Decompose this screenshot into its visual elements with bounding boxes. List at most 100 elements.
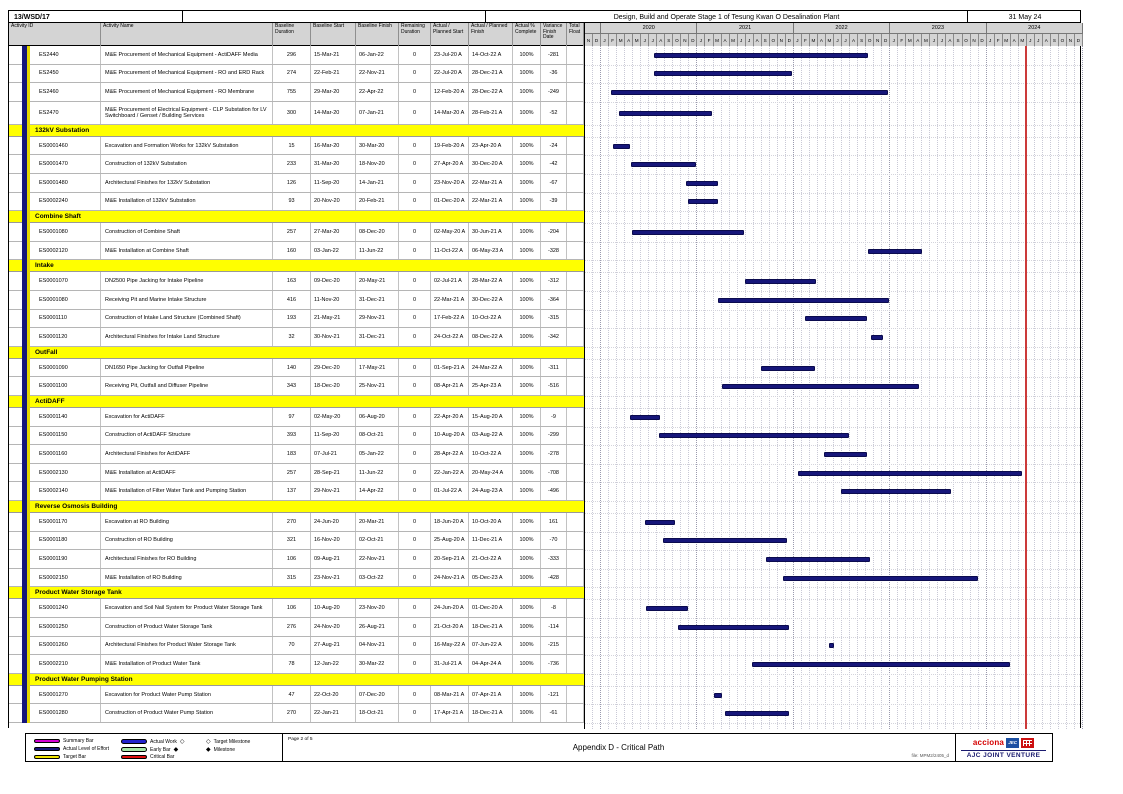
cell-bl_dur: 193 [273,309,311,328]
month-label: J [890,34,899,46]
cell-id: ES0001110 [9,309,101,328]
cell-variance: -70 [541,531,567,550]
gantt-bar-ES0002150 [782,575,979,581]
activity-row: ES0002140 M&E Installation of Filter Wate… [9,482,584,501]
row-gridline [584,155,1082,157]
legend-item: Actual Work ◇ [121,738,185,745]
section-row: Product Water Storage Tank [9,587,584,600]
cell-id: ES2440 [9,46,101,64]
cell-bl_start: 10-Aug-20 [311,599,356,617]
gantt-bar-ES0001480 [686,180,718,186]
gantt-bar-ES0002130 [798,470,1023,476]
row-gridline [584,463,1082,465]
cell-bl_dur: 106 [273,550,311,568]
cell-bl_start: 23-Nov-21 [311,568,356,587]
joint-venture-name: AJC JOINT VENTURE [961,750,1046,759]
month-label: N [777,34,786,46]
cell-bl_dur: 97 [273,408,311,426]
month-label: N [970,34,979,46]
cell-act_start: 18-Jun-20 A [431,513,469,531]
cell-bl_finish: 20-Mar-21 [356,513,399,531]
cell-total_float [567,377,584,395]
cell-id: ES0002240 [9,192,101,211]
month-gridline [929,46,931,729]
gantt-bar-ES0001140 [629,414,660,420]
cell-rem_dur: 0 [399,291,431,309]
cell-act_start: 01-Sep-21 A [431,358,469,377]
cell-act_start: 01-Dec-20 A [431,192,469,211]
cell-act_finish: 10-Oct-20 A [469,513,513,531]
cell-act_start: 11-Oct-22 A [431,241,469,260]
year-label [585,23,602,34]
activity-row: ES0001100 Receiving Pit, Outfall and Diff… [9,377,584,396]
cell-bl_finish: 20-May-21 [356,272,399,290]
cell-bl_start: 09-Aug-21 [311,550,356,568]
cell-total_float [567,241,584,260]
month-label: J [641,34,650,46]
cell-pct: 100% [513,377,541,395]
row-gridline [584,223,1082,225]
row-gridline [584,501,1082,502]
cell-total_float [567,482,584,500]
cell-bl_finish: 18-Oct-21 [356,704,399,722]
cell-bl_finish: 23-Nov-20 [356,599,399,617]
month-label: S [858,34,867,46]
cell-bl_start: 24-Jun-20 [311,513,356,531]
cell-act_start: 24-Jun-20 A [431,599,469,617]
year-label: 2023 [890,23,987,34]
cell-bl_finish: 31-Dec-21 [356,291,399,309]
cell-act_start: 02-May-20 A [431,223,469,241]
section-row: OutFall [9,346,584,359]
cell-bl_finish: 29-Nov-21 [356,309,399,328]
cell-act_start: 02-Jul-21 A [431,272,469,290]
cell-id: ES0001270 [9,685,101,704]
cell-name: M&E Procurement of Mechanical Equipment … [101,83,273,101]
row-gridline [584,64,1082,66]
year-label: 2021 [697,23,794,34]
month-label: O [866,34,875,46]
cell-bl_finish: 07-Jan-21 [356,101,399,124]
cell-id: ES0001140 [9,408,101,426]
activity-row: ES2460 M&E Procurement of Mechanical Equi… [9,83,584,102]
cell-bl_start: 07-Jul-21 [311,445,356,463]
gantt-bar-ES0001460 [613,143,630,149]
cell-act_start: 01-Jul-22 A [431,482,469,500]
data-date-line [1025,46,1028,729]
cell-bl_start: 02-May-20 [311,408,356,426]
cell-pct: 100% [513,101,541,124]
activity-row: ES0001250 Construction of Product Water S… [9,618,584,637]
gantt-bar-ES0001070 [744,279,816,285]
cell-act_finish: 04-Apr-24 A [469,655,513,673]
cell-act_start: 12-Feb-20 A [431,83,469,101]
cell-variance: -708 [541,463,567,482]
cell-rem_dur: 0 [399,241,431,260]
legend-label: Target Milestone [213,738,251,745]
row-gridline [584,723,1082,724]
cell-variance: -121 [541,685,567,704]
cell-bl_start: 22-Feb-21 [311,64,356,83]
month-label: N [681,34,690,46]
cell-pct: 100% [513,174,541,192]
cell-pct: 100% [513,241,541,260]
cell-act_finish: 18-Dec-21 A [469,704,513,722]
month-label: A [946,34,955,46]
cell-act_start: 21-Oct-20 A [431,618,469,636]
cell-act_finish: 24-Mar-22 A [469,358,513,377]
month-gridline [961,46,963,729]
cell-act_start: 16-May-22 A [431,636,469,655]
row-indicator-stripe-yellow [26,46,30,723]
month-label: M [1018,34,1027,46]
cell-bl_start: 09-Dec-20 [311,272,356,290]
cell-bl_dur: 183 [273,445,311,463]
month-label: M [809,34,818,46]
row-gridline [584,618,1082,619]
cell-bl_dur: 93 [273,192,311,211]
month-label: O [1058,34,1067,46]
cell-total_float [567,568,584,587]
column-header-bl_start: Baseline Start [311,23,356,46]
cell-id: ES0001250 [9,618,101,636]
cell-total_float [567,618,584,636]
cell-act_finish: 28-Dec-22 A [469,83,513,101]
cell-id: ES0001080 [9,291,101,309]
legend-item: Early Bar ◆ [121,746,178,753]
